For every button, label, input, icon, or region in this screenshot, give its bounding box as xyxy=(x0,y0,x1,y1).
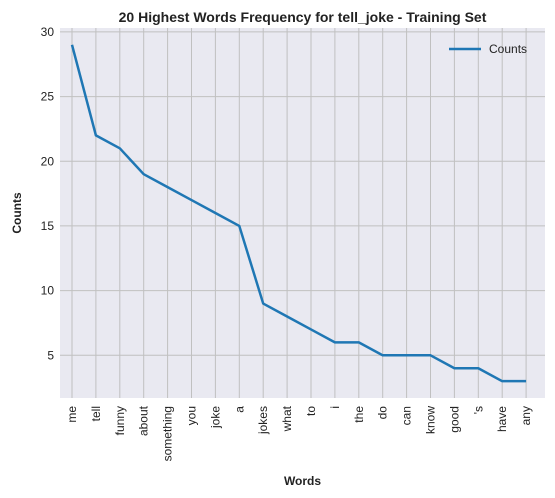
x-tick-label: any xyxy=(519,406,533,425)
series-line-counts xyxy=(70,44,527,383)
x-tick-label: can xyxy=(400,406,414,425)
legend: Counts xyxy=(449,42,527,56)
x-tick-label: the xyxy=(352,406,366,423)
chart-title: 20 Highest Words Frequency for tell_joke… xyxy=(119,9,487,25)
legend-entry-counts: Counts xyxy=(489,42,527,56)
series-layer xyxy=(70,44,527,383)
x-tick-label: i xyxy=(328,406,342,409)
x-tick-label: you xyxy=(185,406,199,425)
x-tick-label: jokes xyxy=(256,406,270,435)
y-tick-label: 10 xyxy=(41,284,55,298)
y-tick-label: 20 xyxy=(41,154,55,168)
x-tick-label: something xyxy=(161,406,175,461)
x-tick-label: good xyxy=(447,406,461,433)
x-tick-label: me xyxy=(65,406,79,423)
x-tick-label: about xyxy=(137,405,151,436)
x-tick-label: know xyxy=(424,406,438,434)
y-axis: 5 10 15 20 25 30 xyxy=(41,25,55,362)
x-tick-label: do xyxy=(376,406,390,420)
x-tick-label: a xyxy=(232,406,246,413)
y-tick-label: 15 xyxy=(41,219,55,233)
x-tick-label: joke xyxy=(208,406,222,429)
x-tick-label: have xyxy=(495,406,509,432)
x-tick-label: funny xyxy=(113,406,127,435)
x-axis: me tell funny about something you joke a jokes wh… xyxy=(65,405,533,461)
y-tick-label: 5 xyxy=(47,348,54,362)
plot-area xyxy=(60,28,545,398)
x-axis-label: Words xyxy=(284,474,321,488)
x-tick-label: to xyxy=(304,406,318,416)
x-tick-label: 's xyxy=(471,406,485,414)
x-tick-label: what xyxy=(280,405,294,432)
y-axis-label: Counts xyxy=(10,192,24,234)
y-tick-label: 25 xyxy=(41,90,55,104)
y-tick-label: 30 xyxy=(41,25,55,39)
x-tick-label: tell xyxy=(89,406,103,421)
